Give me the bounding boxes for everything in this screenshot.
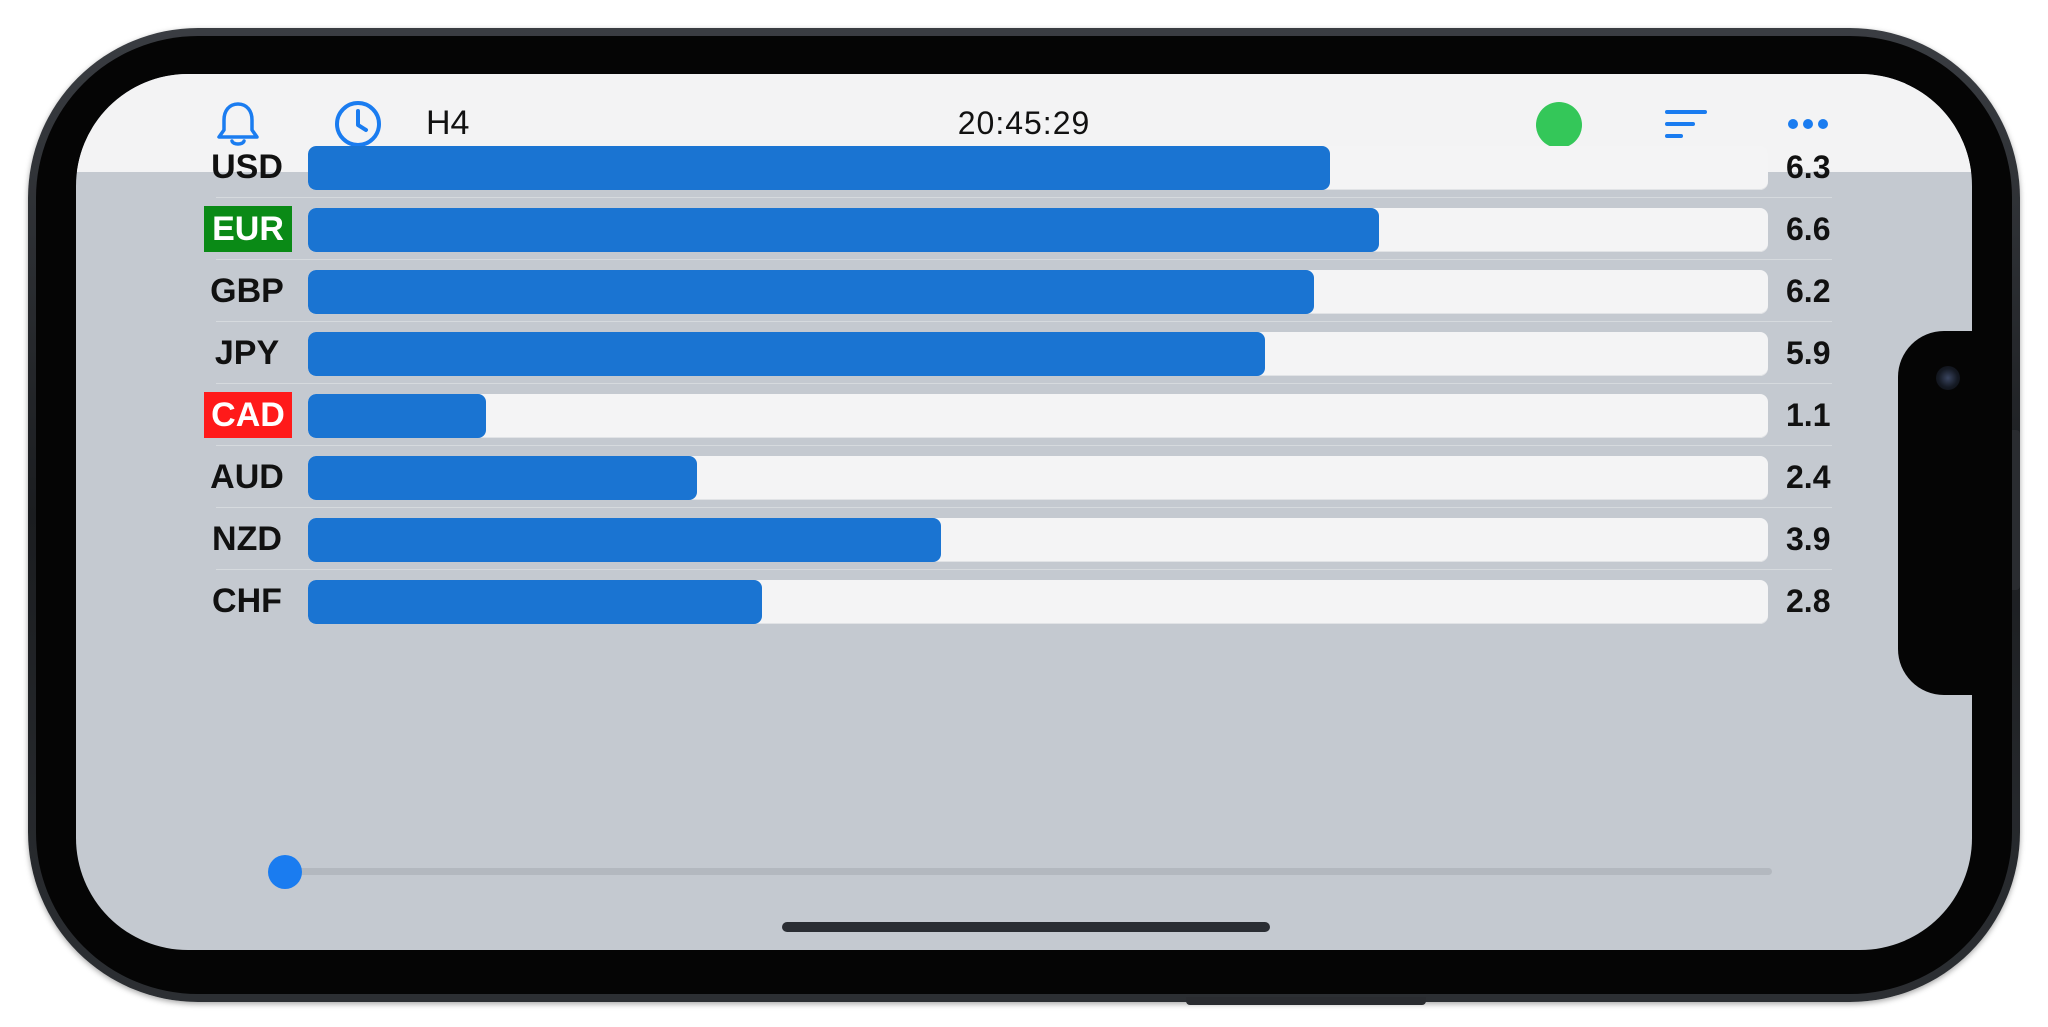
strength-bar-track [308, 208, 1768, 252]
currency-row[interactable]: CAD 1.1 [76, 384, 1972, 446]
currency-label: CHF [212, 582, 282, 620]
strength-bar-track [308, 580, 1768, 624]
strength-bar-fill [308, 394, 486, 438]
row-divider [216, 383, 1832, 384]
camera-notch [1898, 331, 1980, 695]
row-divider [216, 197, 1832, 198]
strength-bar-track [308, 518, 1768, 562]
strength-bar-fill [308, 456, 697, 500]
timeframe-button[interactable]: H4 [426, 104, 470, 142]
strength-value: 5.9 [1786, 335, 1831, 371]
currency-label: GBP [210, 272, 284, 310]
strength-bar-fill [308, 270, 1314, 314]
strength-bar-fill [308, 208, 1379, 252]
currency-row[interactable]: CHF 2.8 [76, 570, 1972, 632]
clock-icon[interactable] [330, 96, 386, 152]
row-divider [216, 507, 1832, 508]
phone-side-button [2012, 430, 2020, 590]
strength-bar-track [308, 146, 1768, 190]
strength-value: 2.4 [1786, 459, 1831, 495]
strength-value: 6.3 [1786, 149, 1831, 185]
front-camera [1936, 366, 1960, 390]
row-divider [216, 569, 1832, 570]
currency-row[interactable]: AUD 2.4 [76, 446, 1972, 508]
app-screen: H4 20:45:29 USD 6.3 EUR 6.6 GBP 6.2 JPY 5.9 CAD 1… [76, 74, 1972, 950]
currency-label: CAD [204, 392, 292, 438]
strength-bar-track [308, 270, 1768, 314]
more-icon[interactable] [1780, 96, 1836, 152]
currency-row[interactable]: EUR 6.6 [76, 198, 1972, 260]
currency-label: EUR [204, 206, 292, 252]
currency-row[interactable]: JPY 5.9 [76, 322, 1972, 384]
sort-icon[interactable] [1658, 96, 1714, 152]
history-slider-track[interactable] [286, 868, 1772, 875]
currency-row[interactable]: USD 6.3 [76, 136, 1972, 198]
strength-value: 1.1 [1786, 397, 1831, 433]
row-divider [216, 321, 1832, 322]
strength-value: 2.8 [1786, 583, 1831, 619]
phone-bottom-button [1186, 997, 1426, 1005]
currency-label: AUD [210, 458, 284, 496]
strength-bar-track [308, 394, 1768, 438]
strength-bar-fill [308, 518, 941, 562]
bell-icon[interactable] [210, 96, 266, 152]
strength-bar-fill [308, 332, 1265, 376]
strength-bar-fill [308, 146, 1330, 190]
history-slider-thumb[interactable] [268, 855, 302, 889]
strength-value: 6.2 [1786, 273, 1831, 309]
strength-bar-fill [308, 580, 762, 624]
strength-bar-track [308, 332, 1768, 376]
currency-row[interactable]: GBP 6.2 [76, 260, 1972, 322]
server-time: 20:45:29 [957, 105, 1091, 141]
currency-label: USD [211, 148, 283, 186]
strength-bar-track [308, 456, 1768, 500]
connection-status-indicator [1536, 102, 1582, 148]
row-divider [216, 259, 1832, 260]
strength-value: 6.6 [1786, 211, 1831, 247]
currency-row[interactable]: NZD 3.9 [76, 508, 1972, 570]
currency-label: NZD [212, 520, 282, 558]
home-indicator[interactable] [782, 922, 1270, 932]
strength-value: 3.9 [1786, 521, 1831, 557]
currency-label: JPY [214, 334, 280, 372]
row-divider [216, 445, 1832, 446]
